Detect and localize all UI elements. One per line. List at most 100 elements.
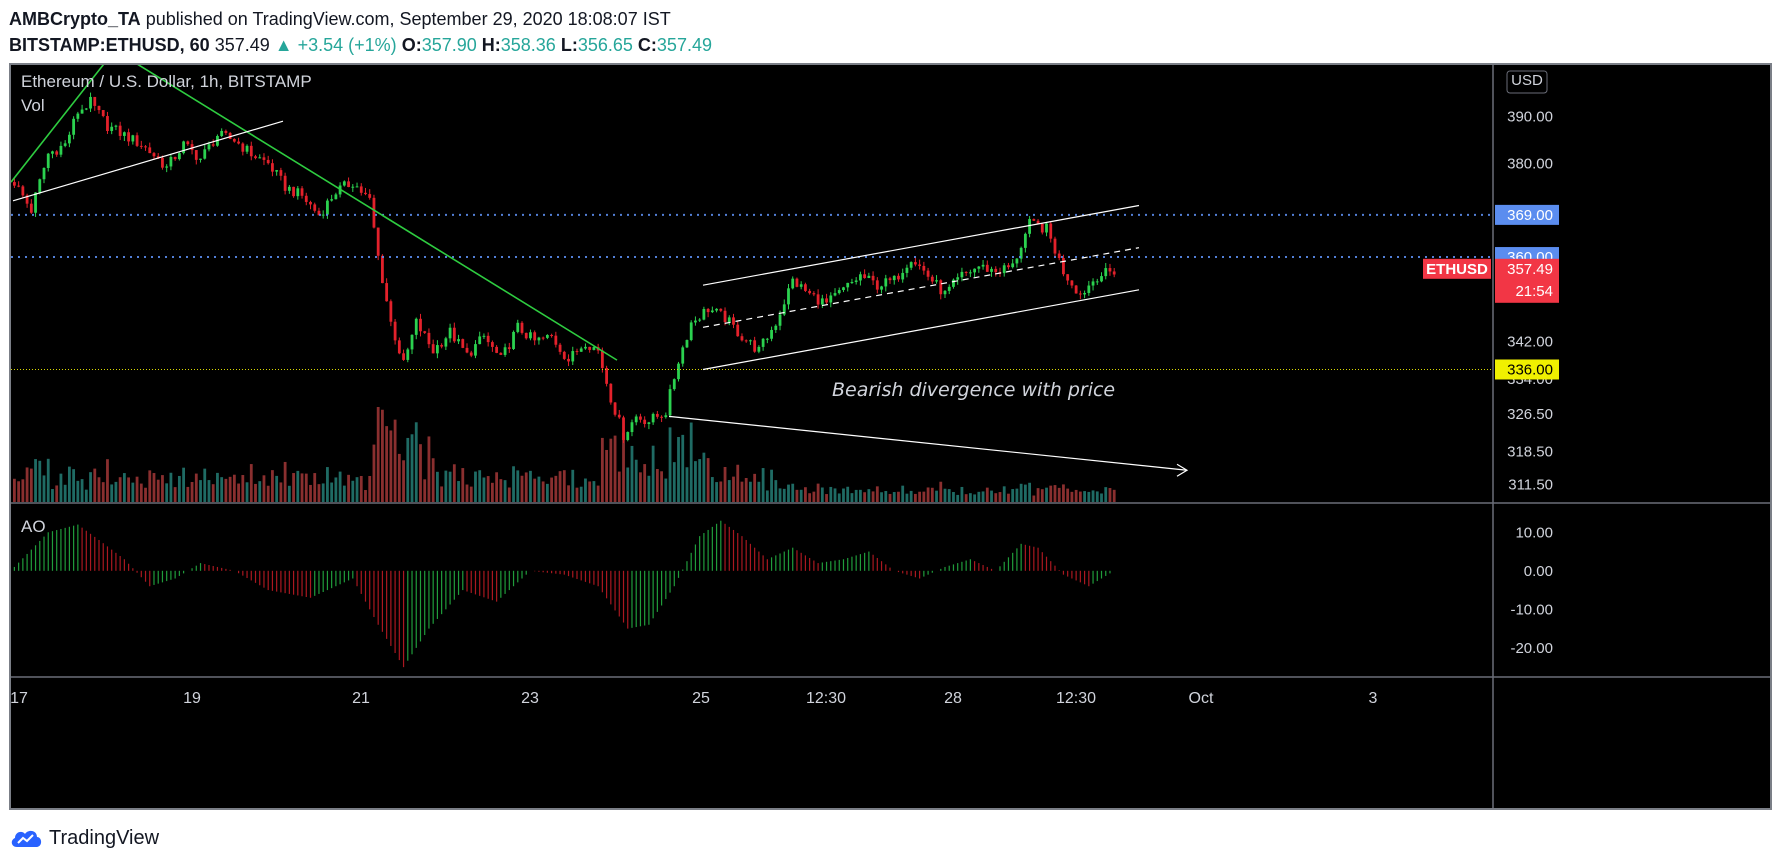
symbol-label: BITSTAMP:ETHUSD, 60 [9,35,210,55]
volume-bar [292,473,295,502]
tradingview-footer[interactable]: TradingView [9,820,159,856]
candle-body [423,331,427,333]
volume-bar [423,479,427,502]
published-text: published on TradingView.com, September … [145,9,671,29]
divergence-arrow-head [1176,463,1189,477]
candle-body [562,351,566,359]
candle-body [364,192,367,195]
volume-bar [389,430,393,502]
volume-bar [482,477,486,502]
volume-bar [634,459,638,502]
volume-bar [279,482,283,502]
candle-body [46,153,50,168]
volume-bar [254,483,257,502]
time-tick-label: 12:30 [1056,690,1096,707]
volume-bar [689,422,693,502]
volume-bar [220,477,224,502]
volume-bar [723,466,727,502]
high-label: H: [481,35,501,55]
candle-body [740,336,744,341]
trend-line-white-early [12,120,284,202]
candle-body [283,175,287,191]
candle-body [1028,219,1031,234]
volume-bar [313,473,317,502]
volume-bar [782,488,786,502]
volume-bar [17,481,21,502]
volume-bar [1057,487,1061,502]
volume-bar [922,491,926,502]
candle-body [613,402,617,415]
volume-bar [795,489,799,502]
volume-bar [410,434,414,502]
volume-bar [486,476,490,502]
volume-bar [668,427,672,502]
candle-body [702,308,706,320]
chart-frame[interactable]: 390.00380.00369.00360.00342.00334.00326.… [9,63,1772,810]
volume-bar [478,470,482,502]
volume-bar [351,480,355,502]
volume-bar [875,486,879,502]
low-label: L: [560,35,578,55]
volume-bar [605,449,608,502]
candle-body [1087,285,1091,293]
volume-bar [118,477,122,502]
candle-body [258,157,262,159]
candle-body [414,318,418,335]
volume-bar [262,475,266,502]
volume-bar [186,486,190,502]
volume-bar [63,484,67,502]
candle-body [947,286,951,291]
time-tick-label: 17 [11,690,28,707]
candle-body [820,298,824,305]
volume-bar [507,487,511,502]
candle-body [795,278,799,287]
volume-bar [909,490,913,502]
candle-body [1062,258,1065,275]
volume-bar [452,464,456,502]
volume-bar [592,481,596,502]
candle-body [871,275,875,281]
volume-bar [787,484,790,502]
candle-body [486,335,490,343]
currency-button [1506,70,1548,94]
volume-bar [469,486,473,502]
price-tick-label: 311.50 [1508,476,1553,493]
volume-bar [207,480,211,502]
candle-body [719,308,723,311]
volume-label: Vol [21,96,45,115]
divergence-annotation: Bearish divergence with price [832,379,1115,401]
volume-bar [529,470,532,502]
level-tag-text: 369.00 [1507,207,1553,224]
volume-bar [457,481,460,502]
currency-label[interactable]: USD [1511,72,1543,89]
volume-bar [647,475,651,502]
candle-body [194,150,198,160]
volume-bar [461,468,465,502]
author-name[interactable]: AMBCrypto_TA [9,9,141,29]
volume-bar [216,472,219,502]
volume-bar [765,490,769,502]
volume-bar [1066,488,1070,502]
candle-body [884,278,888,287]
candle-body [681,347,685,364]
candle-body [744,340,748,342]
candle-body [186,141,190,145]
candle-body [875,280,879,290]
volume-bar [651,445,655,502]
candle-body [351,186,355,188]
volume-bar [698,459,702,502]
chart-canvas[interactable]: 390.00380.00369.00360.00342.00334.00326.… [11,65,1770,808]
time-tick-label: 12:30 [806,690,846,707]
candle-body [93,96,97,106]
volume-bar [804,487,807,502]
volume-bar [567,485,570,502]
close-label: C: [637,35,657,55]
volume-bar [338,471,342,502]
volume-bar [761,468,765,502]
candle-body [410,334,414,350]
volume-bar [833,488,837,502]
candle-body [1108,268,1112,272]
volume-bar [880,492,883,502]
volume-bar [977,491,981,502]
volume-bar [495,472,499,502]
